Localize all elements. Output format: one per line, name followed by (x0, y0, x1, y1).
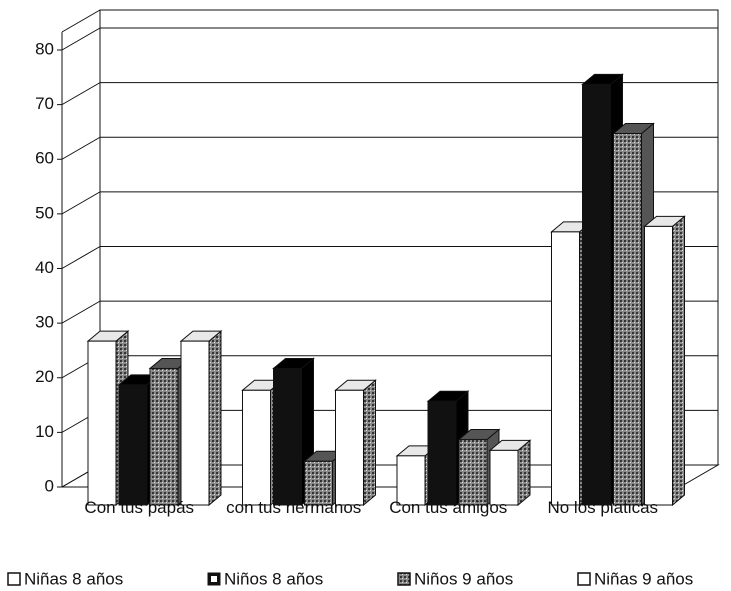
grid-line (61, 191, 101, 215)
legend-label: Niñas 9 años (594, 569, 693, 588)
bar (458, 438, 488, 506)
bar (87, 340, 117, 506)
bar-side (208, 330, 222, 507)
bar (118, 384, 148, 506)
bar-side (517, 439, 531, 507)
y-tick-label: 50 (35, 203, 54, 222)
bar (396, 455, 426, 506)
y-tick-label: 60 (35, 149, 54, 168)
bar (242, 389, 271, 506)
legend-label: Niñas 8 años (24, 569, 123, 588)
bar (489, 449, 519, 506)
x-tick-label: Con tus papás (84, 498, 195, 517)
grid-line (61, 136, 101, 160)
bar (427, 400, 457, 506)
bar (149, 367, 179, 506)
y-tick-label: 80 (35, 39, 54, 58)
y-tick-label: 10 (35, 422, 54, 441)
grid-line (61, 27, 101, 51)
y-tick-label: 70 (35, 94, 54, 113)
y-tick-label: 0 (45, 476, 54, 495)
legend-swatch (397, 572, 411, 586)
grid-line (61, 82, 101, 106)
bar (551, 231, 580, 506)
bar (644, 225, 673, 506)
legend-label: Niños 9 años (414, 569, 513, 588)
side-top (61, 9, 101, 33)
bar (335, 389, 364, 506)
y-tick-label: 30 (35, 313, 54, 332)
bar-side (672, 215, 685, 507)
legend-label: Niños 8 años (224, 569, 323, 588)
y-tick-label: 40 (35, 258, 54, 277)
legend-swatch (7, 572, 21, 586)
x-tick-label: con tus hermanos (226, 498, 362, 517)
grid-line (61, 300, 101, 324)
bar (582, 83, 611, 506)
bar (273, 367, 302, 506)
x-tick-label: Con tus amigos (389, 498, 508, 517)
legend-swatch-inner (211, 576, 217, 582)
bar (180, 340, 210, 506)
y-tick-label: 20 (35, 367, 54, 386)
grid-line (61, 246, 101, 269)
x-tick-label: No los platicas (547, 498, 659, 517)
bar (613, 133, 642, 506)
bar (304, 460, 333, 506)
bar-side (363, 379, 376, 507)
legend-swatch (577, 572, 591, 586)
